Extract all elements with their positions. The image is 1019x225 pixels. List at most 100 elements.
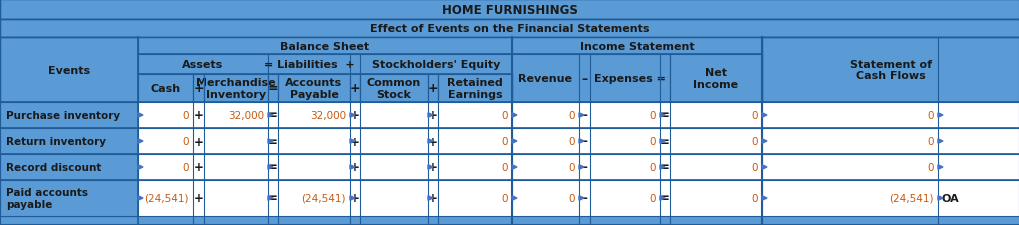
Text: +: + bbox=[193, 82, 204, 95]
Text: = Liabilities  +: = Liabilities + bbox=[264, 60, 354, 70]
Polygon shape bbox=[761, 113, 766, 118]
Text: 0: 0 bbox=[501, 136, 507, 146]
Bar bbox=[268, 75, 278, 103]
Text: Stockholders' Equity: Stockholders' Equity bbox=[372, 60, 499, 70]
Polygon shape bbox=[268, 196, 273, 200]
Text: –: – bbox=[581, 192, 587, 205]
Text: Common
Stock: Common Stock bbox=[367, 78, 421, 99]
Text: 0: 0 bbox=[501, 110, 507, 120]
Polygon shape bbox=[761, 196, 766, 200]
Text: +: + bbox=[350, 109, 360, 122]
Polygon shape bbox=[937, 113, 943, 118]
Bar bbox=[360, 75, 428, 103]
Text: +: + bbox=[194, 135, 203, 148]
Text: Retained
Earnings: Retained Earnings bbox=[446, 78, 502, 99]
Bar bbox=[512, 55, 669, 103]
Text: –: – bbox=[581, 135, 587, 148]
Polygon shape bbox=[512, 165, 517, 169]
Bar bbox=[0, 0, 1019, 20]
Text: Accounts
Payable: Accounts Payable bbox=[285, 78, 342, 99]
Text: 32,000: 32,000 bbox=[227, 110, 264, 120]
Polygon shape bbox=[761, 139, 766, 144]
Bar bbox=[0, 180, 1019, 216]
Bar bbox=[0, 154, 138, 180]
Polygon shape bbox=[268, 139, 273, 144]
Polygon shape bbox=[350, 196, 355, 200]
Text: 0: 0 bbox=[501, 193, 507, 203]
Text: 0: 0 bbox=[751, 162, 757, 172]
Polygon shape bbox=[138, 113, 143, 118]
Polygon shape bbox=[428, 165, 433, 169]
Bar bbox=[193, 75, 204, 103]
Polygon shape bbox=[138, 165, 143, 169]
Polygon shape bbox=[268, 165, 273, 169]
Polygon shape bbox=[937, 139, 943, 144]
Text: 0: 0 bbox=[926, 110, 933, 120]
Text: +: + bbox=[350, 161, 360, 174]
Polygon shape bbox=[937, 165, 943, 169]
Bar bbox=[204, 75, 268, 103]
Text: +: + bbox=[194, 192, 203, 205]
Bar bbox=[0, 103, 1019, 128]
Text: 0: 0 bbox=[649, 136, 655, 146]
Text: Revenue: Revenue bbox=[518, 74, 572, 84]
Bar bbox=[138, 55, 268, 75]
Text: 0: 0 bbox=[568, 136, 575, 146]
Text: Statement of
Cash Flows: Statement of Cash Flows bbox=[849, 60, 931, 81]
Text: Purchase inventory: Purchase inventory bbox=[6, 110, 120, 120]
Bar bbox=[437, 75, 512, 103]
Bar bbox=[138, 38, 512, 55]
Text: Events: Events bbox=[48, 65, 90, 75]
Text: 0: 0 bbox=[568, 193, 575, 203]
Polygon shape bbox=[659, 165, 664, 169]
Polygon shape bbox=[579, 113, 584, 118]
Text: 0: 0 bbox=[649, 162, 655, 172]
Text: Cash: Cash bbox=[150, 84, 180, 94]
Text: 0: 0 bbox=[649, 110, 655, 120]
Text: +: + bbox=[194, 161, 203, 174]
Text: =: = bbox=[268, 135, 277, 148]
Bar bbox=[138, 75, 512, 103]
Text: =: = bbox=[268, 161, 277, 174]
Text: 0: 0 bbox=[501, 162, 507, 172]
Polygon shape bbox=[138, 139, 143, 144]
Text: OA: OA bbox=[942, 193, 959, 203]
Text: 0: 0 bbox=[182, 162, 189, 172]
Bar bbox=[360, 55, 512, 75]
Polygon shape bbox=[428, 113, 433, 118]
Text: =: = bbox=[267, 82, 278, 95]
Bar bbox=[761, 38, 1019, 103]
Text: +: + bbox=[350, 192, 360, 205]
Text: Expenses =: Expenses = bbox=[593, 74, 665, 84]
Text: 0: 0 bbox=[751, 193, 757, 203]
Text: Record discount: Record discount bbox=[6, 162, 101, 172]
Bar bbox=[0, 128, 1019, 154]
Text: +: + bbox=[194, 109, 203, 122]
Polygon shape bbox=[350, 113, 355, 118]
Text: 0: 0 bbox=[926, 162, 933, 172]
Text: Return inventory: Return inventory bbox=[6, 136, 106, 146]
Text: –: – bbox=[581, 161, 587, 174]
Text: (24,541): (24,541) bbox=[302, 193, 345, 203]
Text: Paid accounts
payable: Paid accounts payable bbox=[6, 188, 88, 209]
Text: –: – bbox=[581, 72, 587, 85]
Text: =: = bbox=[659, 161, 669, 174]
Polygon shape bbox=[428, 139, 433, 144]
Bar bbox=[512, 38, 761, 55]
Bar bbox=[0, 180, 138, 216]
Polygon shape bbox=[428, 196, 433, 200]
Text: =: = bbox=[268, 192, 277, 205]
Polygon shape bbox=[512, 113, 517, 118]
Text: Income Statement: Income Statement bbox=[579, 41, 694, 51]
Polygon shape bbox=[512, 196, 517, 200]
Text: 0: 0 bbox=[182, 110, 189, 120]
Polygon shape bbox=[761, 165, 766, 169]
Text: Net
Income: Net Income bbox=[693, 68, 738, 89]
Text: +: + bbox=[428, 135, 437, 148]
Text: 0: 0 bbox=[649, 193, 655, 203]
Text: =: = bbox=[268, 109, 277, 122]
Text: 0: 0 bbox=[751, 136, 757, 146]
Text: 0: 0 bbox=[568, 162, 575, 172]
Bar bbox=[268, 55, 350, 75]
Text: Effect of Events on the Financial Statements: Effect of Events on the Financial Statem… bbox=[370, 24, 649, 34]
